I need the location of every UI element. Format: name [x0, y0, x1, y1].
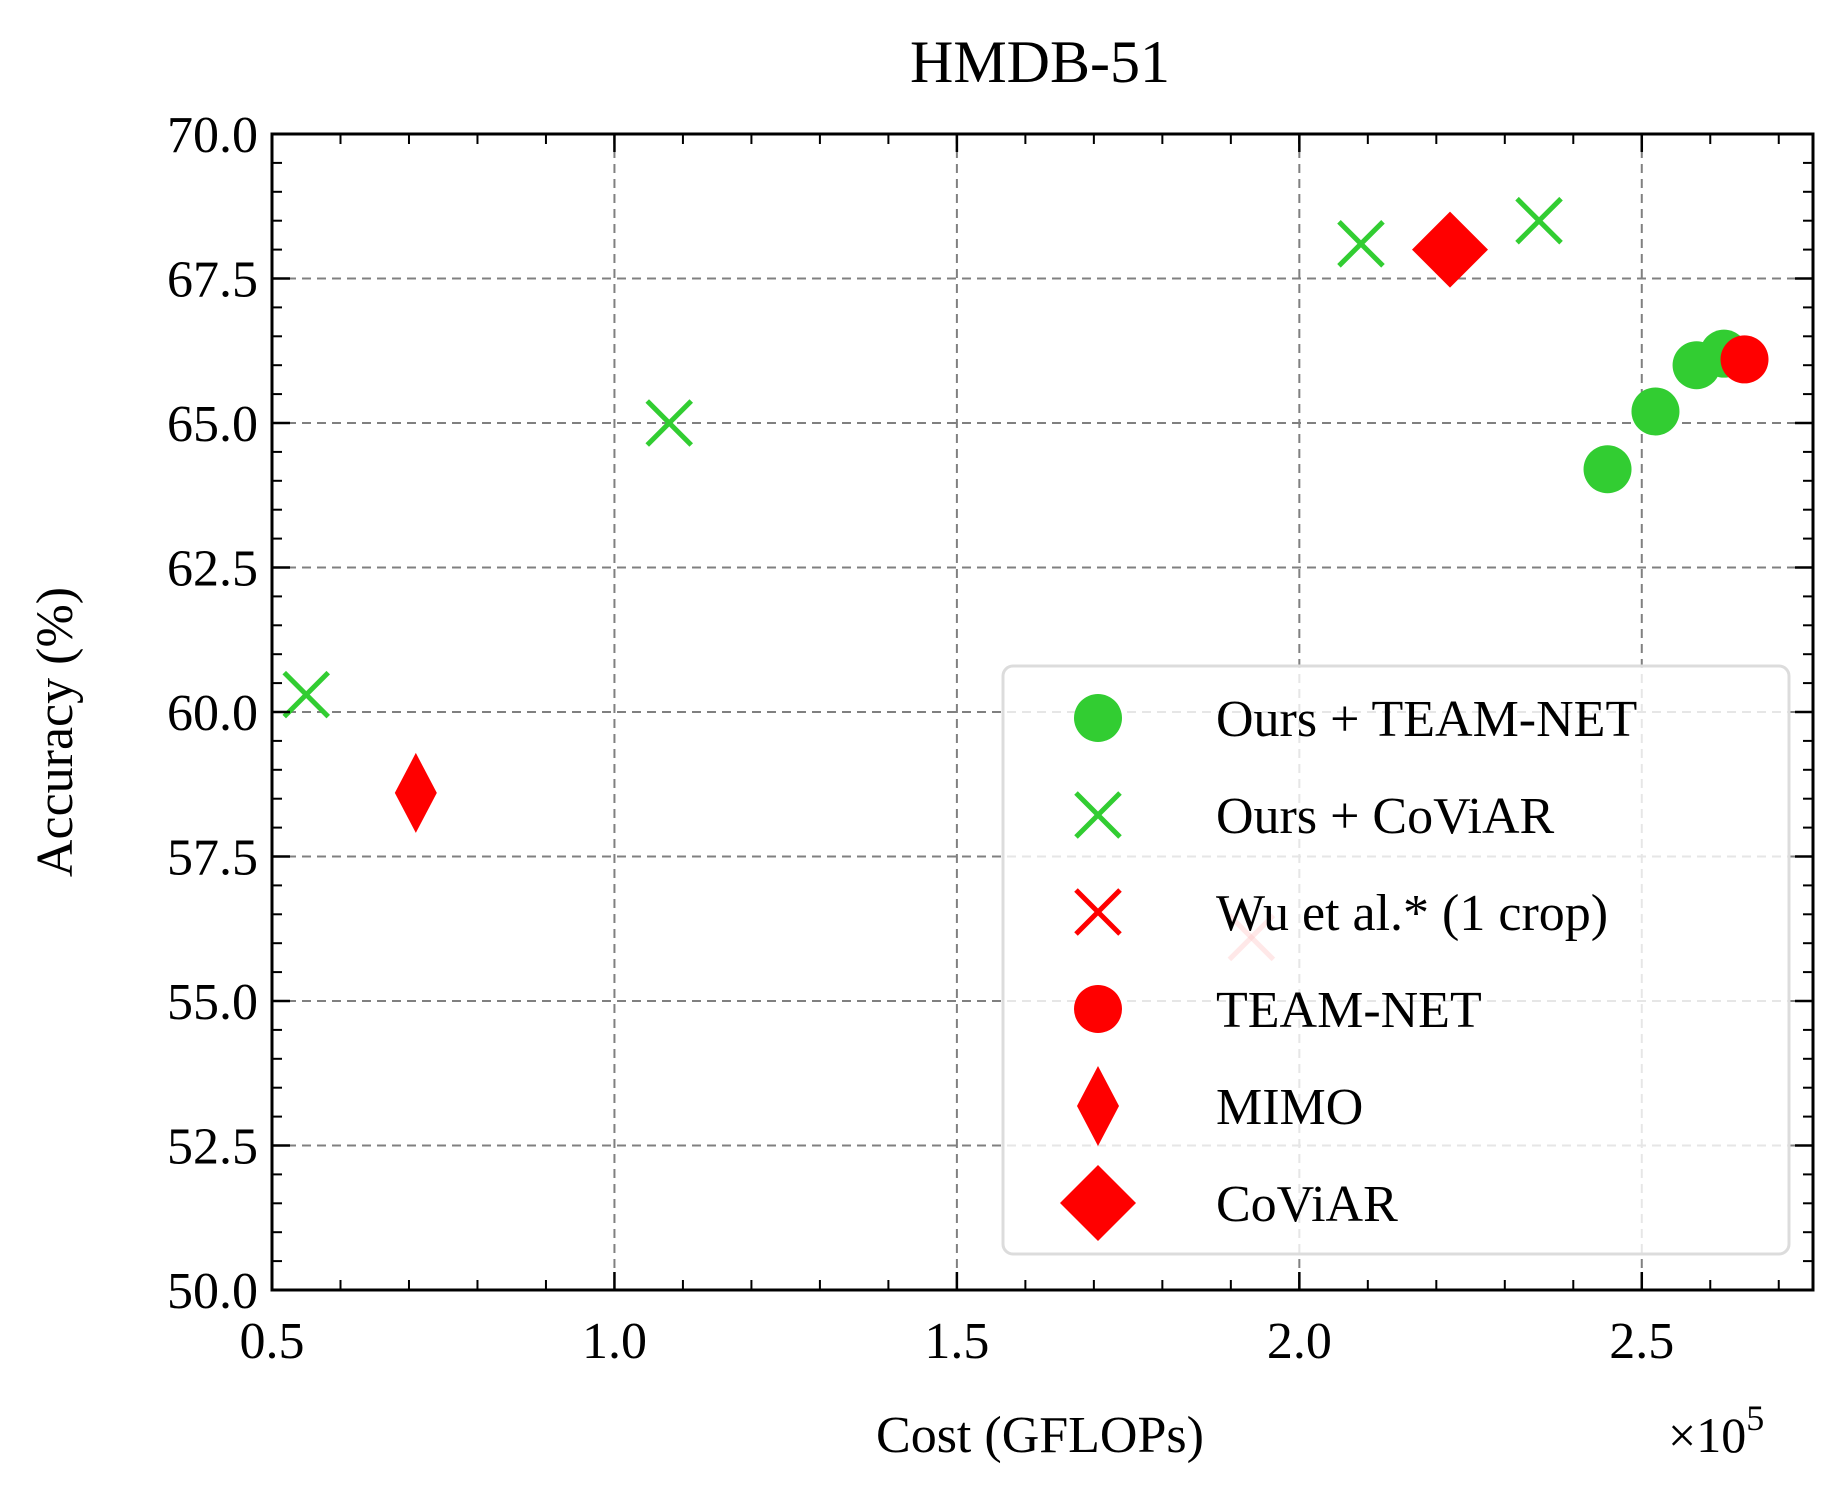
legend-label: TEAM-NET	[1216, 982, 1482, 1039]
x-tick-label: 2.5	[1609, 1313, 1674, 1370]
legend-marker	[1077, 1066, 1119, 1146]
legend-marker	[1074, 694, 1122, 742]
y-tick-label: 65.0	[167, 396, 258, 453]
axis-ticks	[270, 132, 1813, 1292]
legend-box	[1001, 664, 1791, 1256]
legend-label: MIMO	[1216, 1079, 1363, 1136]
data-point-series-0	[1631, 387, 1680, 436]
x-multiplier-base: ×10	[1668, 1407, 1746, 1463]
y-tick-label: 60.0	[167, 685, 258, 742]
legend-label: Wu et al.* (1 crop)	[1216, 885, 1608, 942]
y-tick-label: 50.0	[167, 1263, 258, 1320]
x-marker-stroke	[1074, 791, 1122, 839]
x-tick-labels: 0.5 1.0 1.5 2.0 2.5	[240, 1313, 1675, 1370]
legend-marker	[1074, 985, 1122, 1033]
legend-marker	[1074, 791, 1122, 839]
data-point-series-1	[645, 399, 694, 447]
x-marker-stroke	[1337, 220, 1385, 268]
data-point-series-3	[1720, 335, 1769, 384]
x-tick-label: 1.0	[582, 1313, 647, 1370]
x-tick-label: 2.0	[1267, 1313, 1332, 1370]
y-tick-label: 70.0	[167, 107, 258, 164]
legend-label: Ours + TEAM-NET	[1216, 691, 1637, 748]
y-tick-label: 67.5	[167, 252, 258, 309]
data-point-series-1	[1337, 220, 1385, 268]
legend-marker	[1060, 1165, 1136, 1241]
data-point-series-1	[282, 670, 331, 719]
y-tick-label: 55.0	[167, 974, 258, 1031]
x-marker-stroke	[282, 670, 331, 719]
data-point-series-4	[394, 752, 437, 833]
data-points	[282, 196, 1769, 962]
x-tick-label: 0.5	[240, 1313, 305, 1370]
y-tick-label: 57.5	[167, 830, 258, 887]
data-point-series-1	[1515, 196, 1563, 245]
legend-label: CoViAR	[1216, 1176, 1398, 1233]
x-multiplier-exponent: 5	[1746, 1398, 1764, 1438]
data-point-series-0	[1583, 445, 1632, 494]
y-tick-labels: 50.0 52.5 55.0 57.5 60.0 62.5 65.0 67.5 70.0	[167, 107, 258, 1320]
x-marker-stroke	[1515, 196, 1563, 245]
legend-marker	[1074, 888, 1122, 936]
x-marker-stroke	[1074, 888, 1122, 936]
x-axis-label: Cost (GFLOPs)	[876, 1407, 1204, 1464]
x-multiplier: ×105	[1668, 1398, 1764, 1463]
y-axis-label: Accuracy (%)	[27, 587, 84, 877]
x-tick-label: 1.5	[924, 1313, 989, 1370]
data-point-series-5	[1412, 211, 1489, 288]
legend: Ours + TEAM-NET Ours + CoViAR Wu et al.* (…	[1001, 664, 1791, 1256]
chart-title: HMDB-51	[910, 29, 1170, 95]
y-tick-label: 52.5	[167, 1119, 258, 1176]
x-marker-stroke	[645, 399, 694, 447]
y-tick-label: 62.5	[167, 541, 258, 598]
legend-label: Ours + CoViAR	[1216, 788, 1555, 845]
